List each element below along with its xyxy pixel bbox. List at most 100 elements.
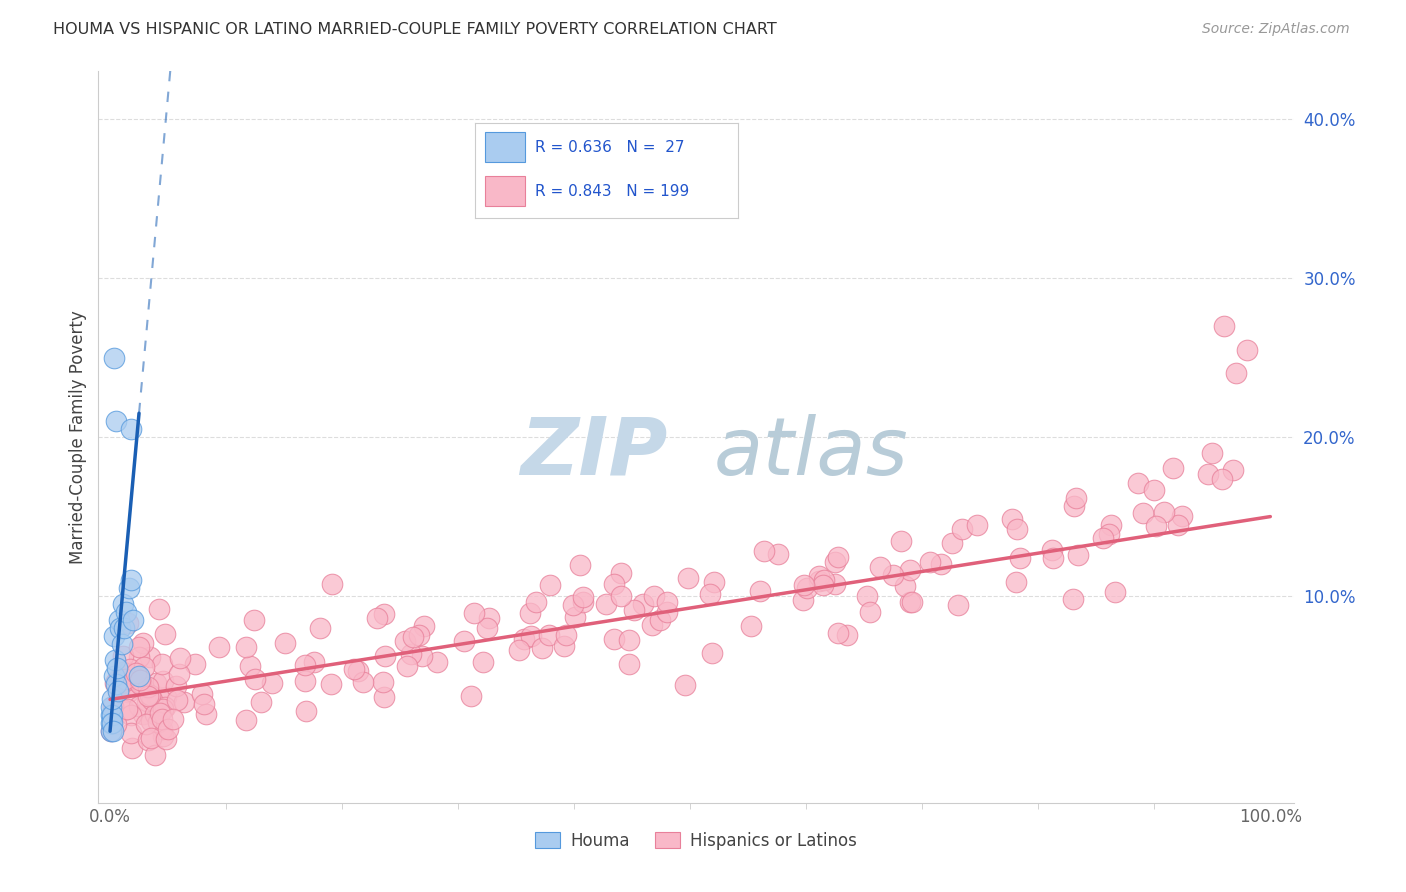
Legend: Houma, Hispanics or Latinos: Houma, Hispanics or Latinos: [529, 825, 863, 856]
Point: [120, 725, 142, 739]
Point: [644, 589, 666, 603]
Point: [655, 594, 678, 608]
Point: [373, 690, 395, 705]
Point: [1225, 367, 1247, 381]
Point: [402, 630, 425, 644]
Point: [807, 569, 830, 583]
Point: [1008, 550, 1031, 565]
Point: [602, 577, 624, 591]
Point: [676, 571, 699, 585]
Point: [898, 595, 921, 609]
Point: [553, 640, 575, 654]
Point: [150, 722, 173, 736]
Point: [1167, 517, 1189, 532]
Point: [1005, 575, 1028, 590]
Point: [610, 589, 633, 603]
Point: [108, 613, 131, 627]
Point: [101, 699, 124, 714]
Point: [141, 693, 163, 707]
Point: [531, 641, 554, 656]
Text: HOUMA VS HISPANIC OR LATINO MARRIED-COUPLE FAMILY POVERTY CORRELATION CHART: HOUMA VS HISPANIC OR LATINO MARRIED-COUP…: [53, 22, 778, 37]
Point: [561, 598, 583, 612]
Point: [148, 602, 170, 616]
Point: [631, 597, 654, 611]
Point: [1197, 467, 1219, 481]
Point: [460, 689, 482, 703]
Point: [453, 634, 475, 648]
Point: [655, 605, 678, 619]
Point: [295, 704, 318, 718]
Point: [929, 558, 952, 572]
Point: [641, 617, 664, 632]
Point: [107, 684, 129, 698]
Point: [150, 712, 173, 726]
Point: [149, 706, 172, 721]
Point: [141, 714, 163, 728]
Point: [478, 611, 501, 625]
Point: [150, 657, 173, 672]
Point: [308, 621, 330, 635]
Point: [412, 619, 434, 633]
Point: [882, 568, 904, 582]
Point: [768, 547, 790, 561]
Point: [472, 656, 495, 670]
Point: [118, 663, 141, 677]
Point: [569, 558, 592, 573]
Point: [352, 674, 374, 689]
Point: [121, 741, 143, 756]
Point: [394, 633, 416, 648]
Point: [321, 676, 343, 690]
Point: [1099, 518, 1122, 533]
Point: [1066, 548, 1088, 562]
Point: [1005, 522, 1028, 536]
Point: [538, 627, 561, 641]
Point: [169, 666, 191, 681]
Point: [966, 518, 988, 533]
Point: [132, 660, 155, 674]
Point: [132, 636, 155, 650]
Point: [399, 647, 422, 661]
Point: [128, 676, 150, 690]
Point: [141, 731, 163, 745]
Point: [294, 658, 316, 673]
Point: [321, 577, 343, 591]
Point: [610, 566, 633, 581]
Point: [1144, 519, 1167, 533]
Point: [173, 695, 195, 709]
Point: [699, 587, 721, 601]
Point: [1001, 512, 1024, 526]
Point: [136, 733, 159, 747]
Point: [260, 676, 283, 690]
Point: [101, 692, 124, 706]
Point: [619, 632, 641, 647]
Point: [145, 676, 167, 690]
Point: [508, 643, 530, 657]
Text: ZIP: ZIP: [520, 414, 666, 492]
Point: [572, 595, 595, 609]
Point: [115, 605, 138, 619]
Point: [603, 632, 626, 646]
Point: [941, 536, 963, 550]
Point: [128, 673, 150, 687]
Point: [748, 584, 770, 599]
Point: [859, 605, 882, 619]
Point: [153, 627, 176, 641]
Point: [111, 637, 134, 651]
Point: [948, 598, 970, 612]
Point: [111, 597, 134, 611]
Point: [1064, 491, 1087, 506]
Point: [673, 678, 696, 692]
Point: [343, 662, 366, 676]
Point: [100, 724, 122, 739]
Point: [145, 748, 167, 763]
Point: [135, 716, 157, 731]
Text: atlas: atlas: [713, 414, 908, 492]
Point: [519, 629, 541, 643]
Point: [952, 522, 974, 536]
Point: [813, 573, 835, 587]
Point: [105, 673, 128, 687]
Point: [117, 684, 139, 698]
Point: [1063, 500, 1085, 514]
Point: [115, 702, 138, 716]
Point: [1211, 472, 1233, 486]
